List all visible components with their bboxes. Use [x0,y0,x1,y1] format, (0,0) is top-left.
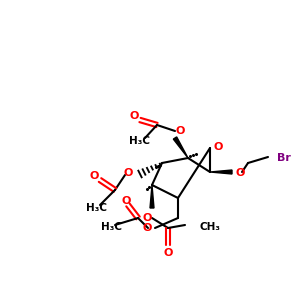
Text: O: O [123,168,133,178]
Text: O: O [235,168,245,178]
Text: Br: Br [277,153,291,163]
Polygon shape [150,185,154,208]
Text: H₃C: H₃C [86,203,107,213]
Text: O: O [163,248,173,258]
Text: O: O [213,142,223,152]
Text: O: O [89,171,99,181]
Text: O: O [142,223,152,233]
Text: O: O [175,126,185,136]
Polygon shape [210,170,232,174]
Text: CH₃: CH₃ [199,222,220,232]
Text: H₃C: H₃C [129,136,150,146]
Text: O: O [129,111,139,121]
Text: O: O [121,196,131,206]
Text: H₃C: H₃C [101,222,122,232]
Text: O: O [142,213,152,223]
Polygon shape [173,137,188,158]
